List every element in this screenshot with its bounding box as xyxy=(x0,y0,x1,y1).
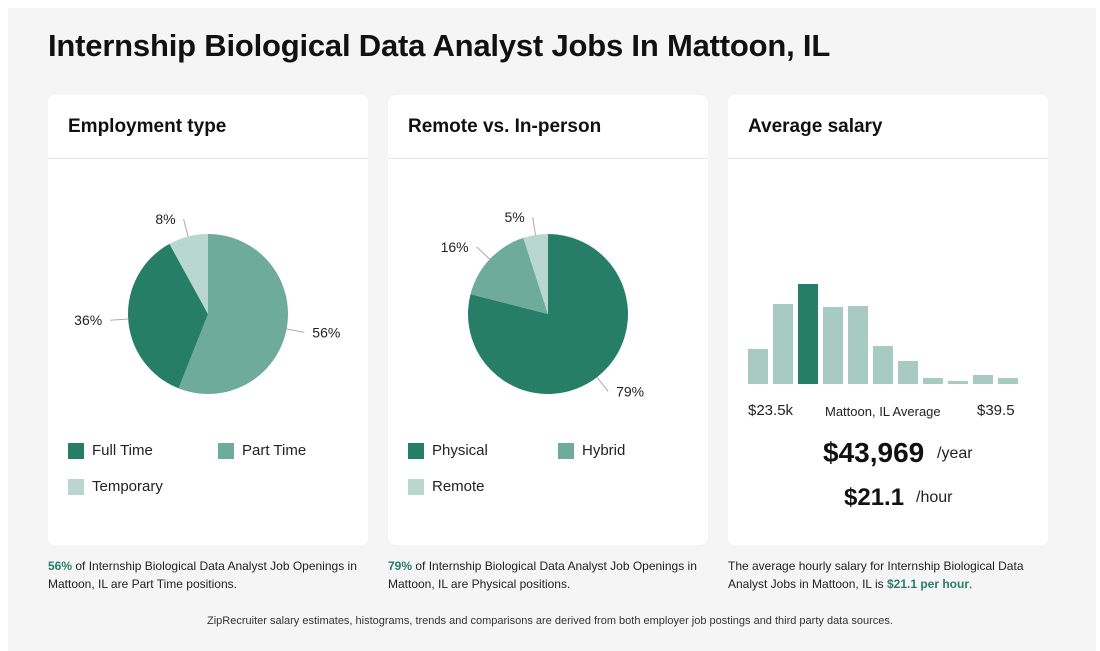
leader-line xyxy=(596,376,609,392)
divider xyxy=(728,158,1048,159)
salary-max-label: $39.5 xyxy=(977,402,1015,419)
leader-line xyxy=(110,318,129,321)
leader-line xyxy=(532,217,536,236)
pie-label-temporary: 8% xyxy=(155,211,175,227)
legend-swatch xyxy=(408,443,424,459)
pie-slice-remote xyxy=(523,234,548,314)
histogram-bar xyxy=(873,346,893,384)
average-salary-card: Average salary $23.5k Mattoon, IL Averag… xyxy=(728,95,1048,545)
legend-label: Hybrid xyxy=(582,442,626,459)
pie-label-physical: 79% xyxy=(616,383,644,399)
employment-caption: 56% of Internship Biological Data Analys… xyxy=(48,557,368,593)
legend-swatch xyxy=(558,443,574,459)
employment-type-card: Employment type 56% 36% 8% Full Time Part … xyxy=(48,95,368,545)
page-title: Internship Biological Data Analyst Jobs … xyxy=(48,28,831,63)
legend-swatch xyxy=(408,479,424,495)
salary-caption: The average hourly salary for Internship… xyxy=(728,557,1038,593)
remote-vs-in-person-card: Remote vs. In-person 79% 16% 5% Physical H… xyxy=(388,95,708,545)
leader-line xyxy=(183,218,189,237)
employment-pie-chart: 56% 36% 8% xyxy=(74,211,340,394)
pie-label-full-time: 36% xyxy=(74,312,102,328)
legend-label: Part Time xyxy=(242,442,307,459)
leader-line xyxy=(476,246,491,260)
caption-text: of Internship Biological Data Analyst Jo… xyxy=(388,559,697,591)
card-title: Employment type xyxy=(68,116,227,137)
pie-label-hybrid: 16% xyxy=(441,239,469,255)
legend-swatch xyxy=(68,479,84,495)
hourly-salary: $21.1 xyxy=(844,484,905,511)
remote-pie-chart: 79% 16% 5% xyxy=(441,209,645,399)
legend-label: Temporary xyxy=(92,478,163,495)
card-title: Average salary xyxy=(748,116,883,137)
salary-histogram xyxy=(748,284,1018,384)
pie-label-part-time: 56% xyxy=(312,324,340,340)
histogram-bar xyxy=(948,381,968,384)
legend-swatch xyxy=(218,443,234,459)
histogram-bar xyxy=(848,306,868,384)
legend-label: Remote xyxy=(432,478,485,495)
legend-label: Physical xyxy=(432,442,488,459)
legend-label: Full Time xyxy=(92,442,153,459)
divider xyxy=(48,158,368,159)
pie-slice-part-time xyxy=(178,234,289,394)
remote-caption: 79% of Internship Biological Data Analys… xyxy=(388,557,708,593)
histogram-bar xyxy=(898,361,918,384)
leader-line xyxy=(286,328,305,333)
divider xyxy=(388,158,708,159)
pie-slice-hybrid xyxy=(470,237,548,314)
caption-text: The average hourly salary for Internship… xyxy=(728,559,1024,591)
yearly-salary: $43,969 xyxy=(823,437,925,468)
caption-highlight: 79% xyxy=(388,559,413,573)
histogram-bar xyxy=(823,307,843,384)
hourly-unit: /hour xyxy=(916,489,953,506)
caption-text: of Internship Biological Data Analyst Jo… xyxy=(48,559,357,591)
pie-slice-physical xyxy=(467,234,628,394)
pie-slice-full-time xyxy=(128,243,208,389)
salary-average-label: Mattoon, IL Average xyxy=(825,404,941,419)
histogram-bar xyxy=(923,378,943,384)
footer-disclaimer: ZipRecruiter salary estimates, histogram… xyxy=(207,615,893,627)
caption-highlight: 56% xyxy=(48,559,73,573)
histogram-bar xyxy=(973,375,993,384)
caption-highlight: $21.1 per hour xyxy=(886,577,969,591)
card-title: Remote vs. In-person xyxy=(408,116,602,137)
caption-text: . xyxy=(969,577,973,591)
yearly-unit: /year xyxy=(937,445,973,462)
salary-min-label: $23.5k xyxy=(748,402,794,419)
pie-label-remote: 5% xyxy=(504,209,524,225)
histogram-bar xyxy=(998,378,1018,384)
histogram-bar xyxy=(748,349,768,384)
histogram-bar xyxy=(773,304,793,384)
pie-slice-temporary xyxy=(169,234,208,314)
histogram-bar-highlight xyxy=(798,284,818,384)
legend-swatch xyxy=(68,443,84,459)
